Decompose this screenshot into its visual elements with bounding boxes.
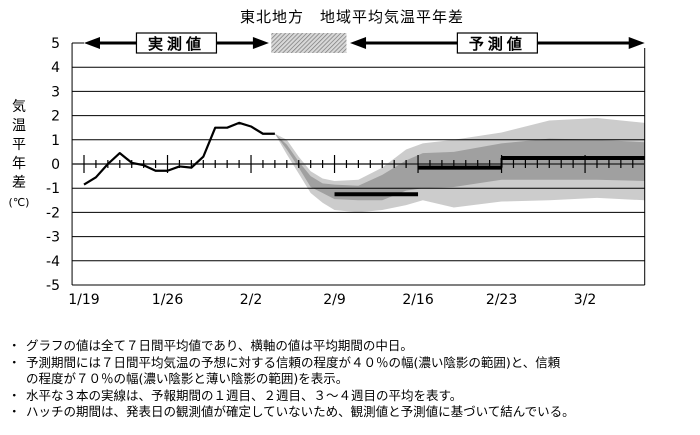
observed-line [83, 121, 275, 186]
x-tick-label: 2/2 [240, 292, 263, 308]
x-tick-label: 1/19 [68, 292, 99, 308]
x-tick-label: 2/9 [323, 292, 346, 308]
note-4: ・ハッチの期間は、発表日の観測値が確定していないため、観測値と予測値に基づいて結… [8, 404, 575, 420]
y-axis-label-char: 気 [12, 99, 26, 115]
observed-period-arrow-right [252, 37, 269, 49]
y-tick-label: 2 [51, 109, 60, 125]
forecast-period-label-box [456, 32, 538, 54]
forecast-period-label: 予測値 [469, 35, 526, 53]
x-tick-label: 1/26 [152, 292, 184, 308]
y-axis-label-char: 温 [12, 118, 26, 134]
note-2-cont: の程度が７０％の幅(濃い陰影と薄い陰影の範囲)を表示。 [26, 371, 349, 387]
y-tick-label: -3 [46, 230, 60, 246]
observed-period-label-box [135, 32, 218, 54]
chart-title: 東北地方 地域平均気温平年差 [240, 8, 465, 26]
bullet: ・ [8, 387, 21, 403]
note-2: ・予測期間には７日間平均気温の予想に対する信頼の程度が４０％の幅(濃い陰影の範囲… [8, 354, 561, 370]
observed-period-arrow-left [84, 37, 100, 49]
bullet: ・ [8, 338, 21, 353]
observed-period-label: 実測値 [148, 35, 205, 53]
y-axis-label-char: 年 [12, 156, 26, 172]
forecast-period-arrow-left [350, 37, 367, 49]
x-tick-label: 2/16 [402, 292, 434, 308]
y-tick-label: 5 [51, 36, 60, 52]
y-tick-label: -1 [46, 181, 60, 197]
note-1: ・グラフの値は全て７日間平均値であり、横軸の値は平均期間の中日。 [8, 338, 413, 353]
y-tick-label: -4 [46, 254, 60, 270]
note-3: ・水平な３本の実線は、予報期間の１週目、２週目、３～４週目の平均を表す。 [8, 387, 463, 403]
y-axis-label-char: 平 [12, 137, 26, 153]
y-axis-label-char: (℃) [8, 196, 30, 209]
x-tick-label: 3/2 [574, 292, 597, 308]
y-tick-label: -5 [46, 278, 60, 294]
y-axis-label-char: 差 [12, 175, 26, 191]
y-tick-label: -2 [46, 205, 60, 221]
y-axis-label: 気温平年差 (℃) [8, 98, 30, 212]
x-tick-label: 2/23 [486, 292, 517, 308]
bullet: ・ [8, 404, 21, 420]
y-tick-label: 1 [51, 133, 60, 149]
forecast-period-arrow-right [628, 37, 645, 49]
y-tick-label: 3 [51, 84, 60, 100]
bullet: ・ [8, 354, 21, 370]
hatch-period [271, 33, 347, 53]
notes: ・グラフの値は全て７日間平均値であり、横軸の値は平均期間の中日。 ・予測期間には… [8, 338, 575, 421]
plot-area: 4 3 2 1 0 -1 -2 -3 -4 -5 5 1/19 1/26 2/2 2/9 2/16 2/23 3/… [46, 32, 646, 308]
y-tick-label: 4 [51, 60, 60, 76]
y-tick-label: 0 [51, 157, 60, 173]
